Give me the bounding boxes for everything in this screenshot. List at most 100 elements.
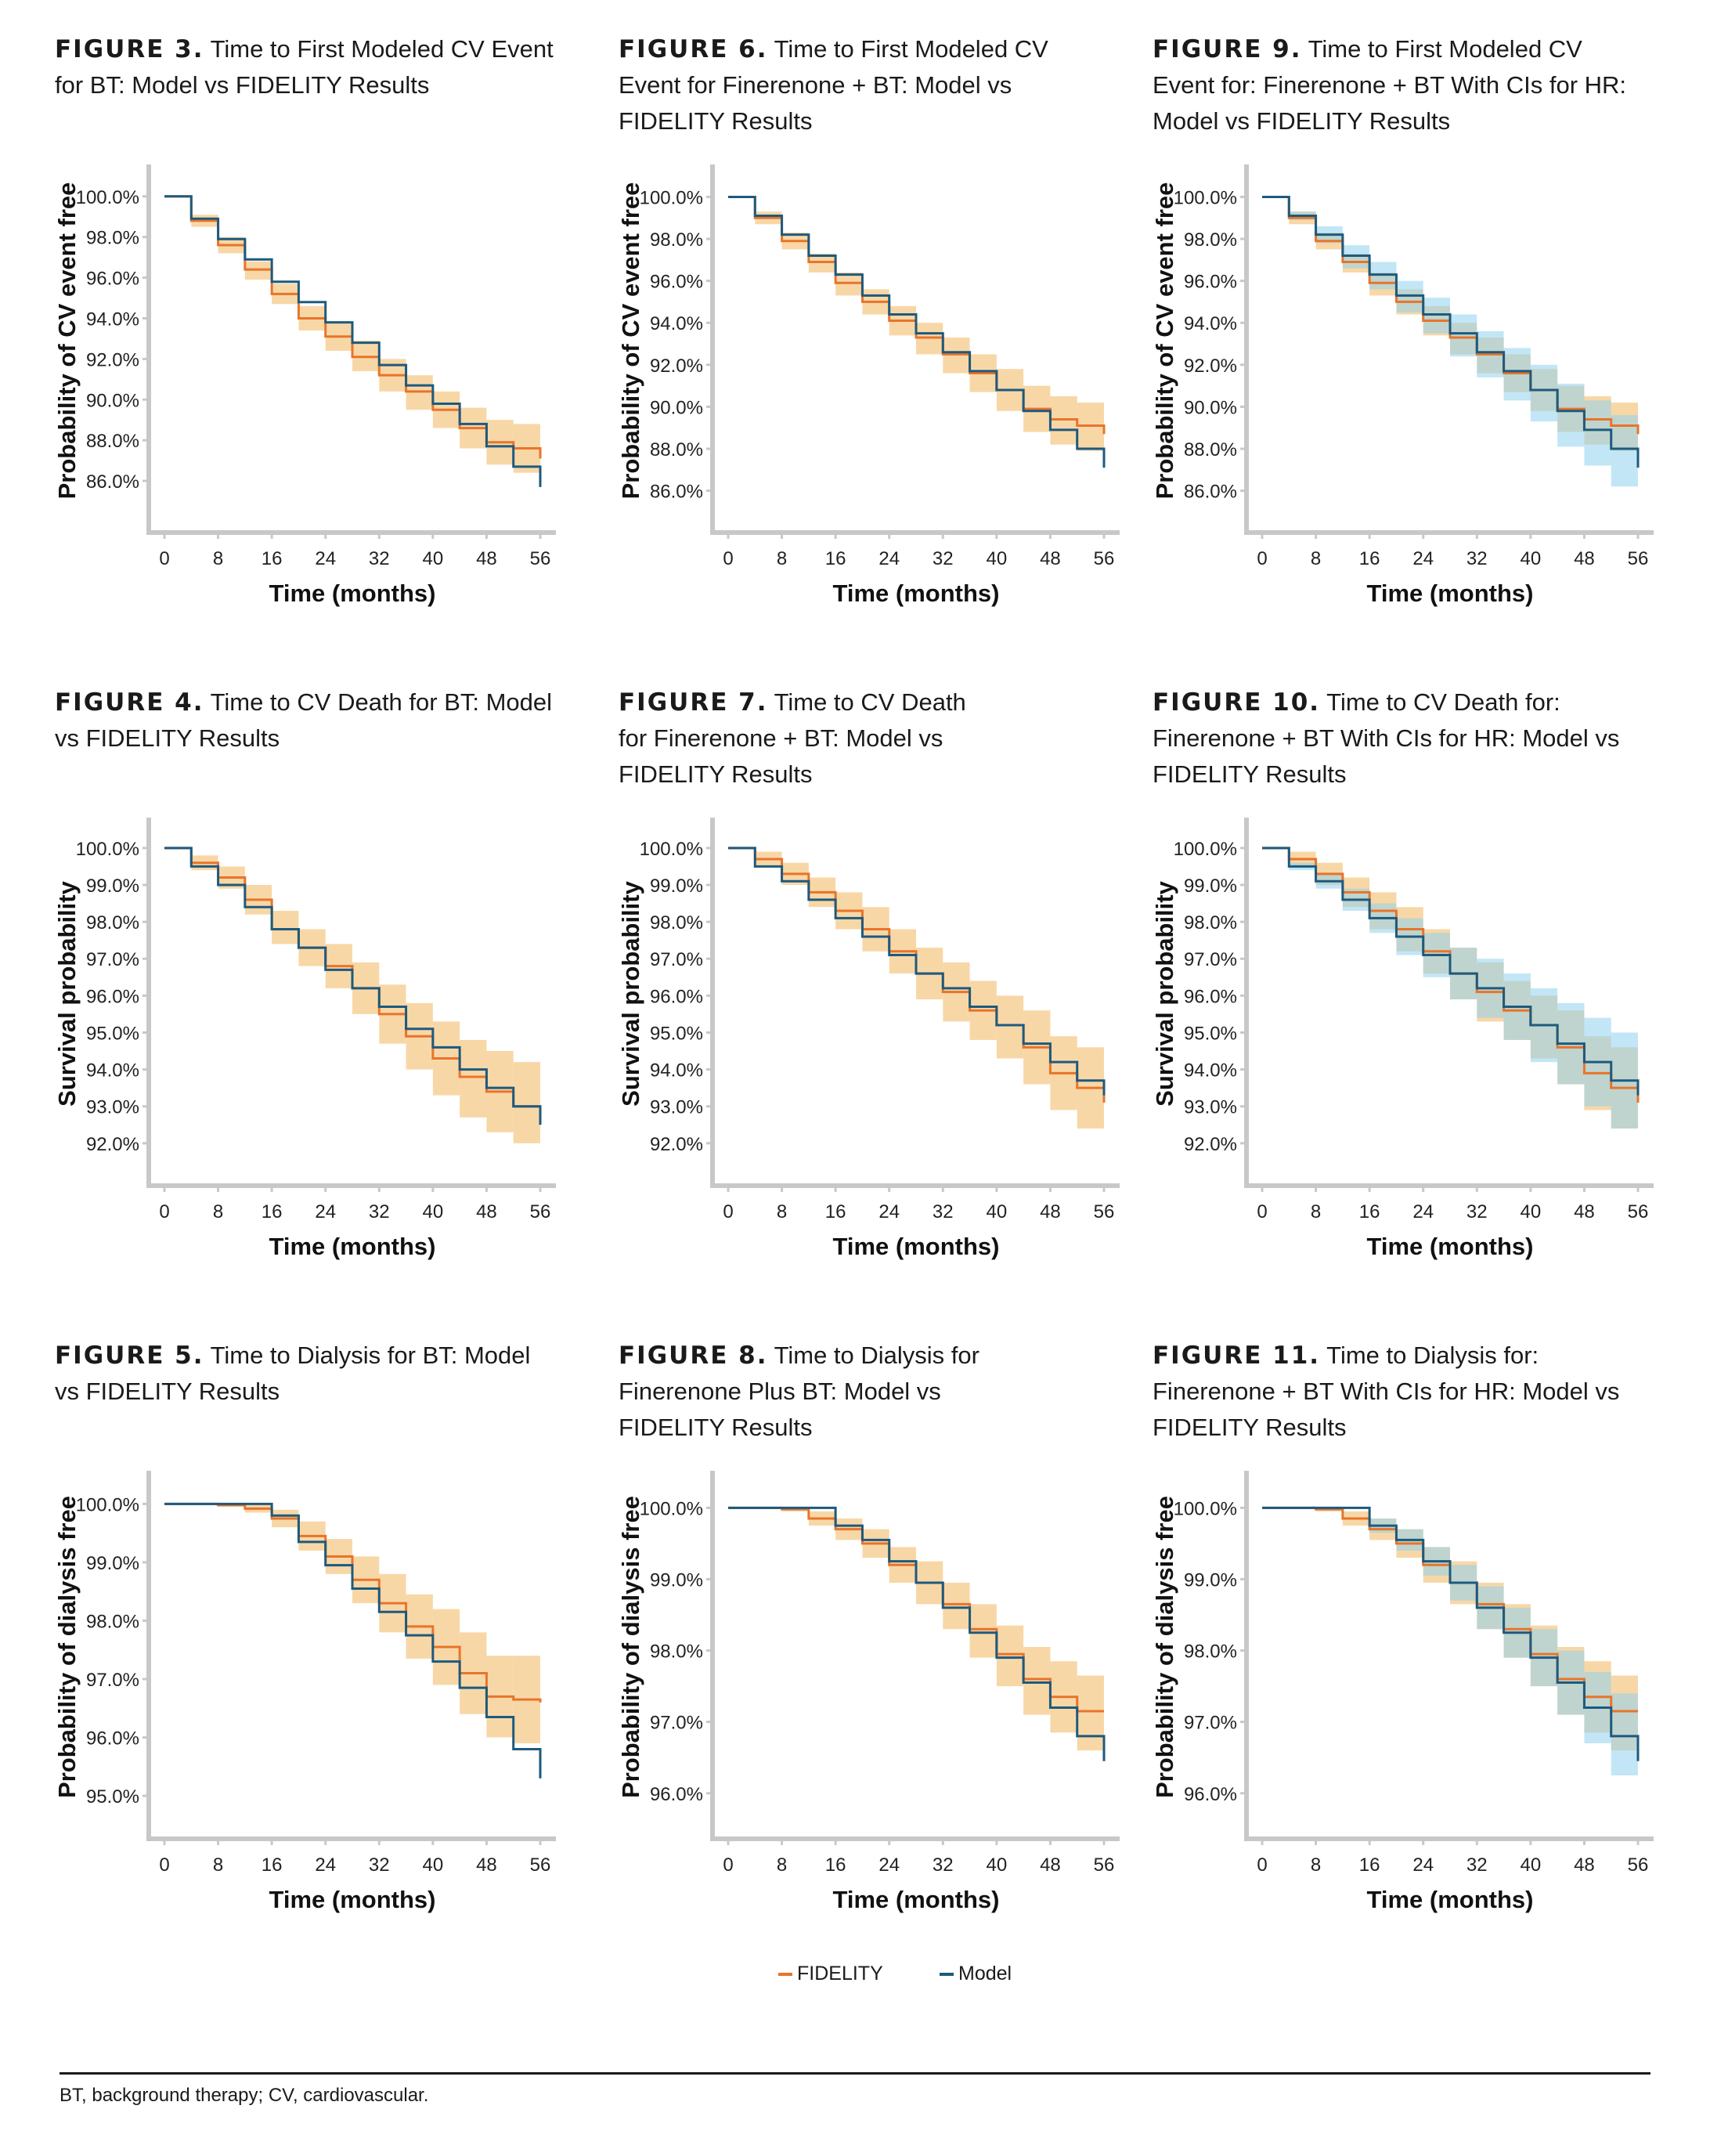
x-tick-label: 32 (1466, 1201, 1488, 1222)
x-tick-label: 8 (777, 1854, 787, 1876)
chart-panel-fig3: FIGURE 3. Time to First Modeled CV Event… (53, 31, 603, 642)
x-tick-label: 32 (369, 1854, 390, 1876)
x-tick-label: 16 (262, 548, 283, 569)
chart-svg: 100.0% 98.0% 96.0% 94.0% 92.0% 90.0% 88.0% 86.0… (53, 164, 556, 607)
figure-title-line: vs FIDELITY Results (55, 724, 280, 752)
chart-svg: 100.0% 99.0% 98.0% 97.0% 96.0% 95.0% 94.0% 93.0… (1151, 818, 1654, 1260)
legend-item-model: Model (940, 1963, 1012, 1985)
chart-panel-fig9: FIGURE 9. Time to First Modeled CV Event … (1151, 31, 1701, 642)
figure-title-line: FIDELITY Results (619, 1414, 813, 1441)
y-tick-label: 98.0% (86, 1611, 139, 1632)
y-tick-label: 100.0% (1174, 1498, 1237, 1519)
x-tick-label: 16 (1359, 1854, 1380, 1876)
x-tick-label: 40 (1521, 1201, 1542, 1222)
model-series-line (164, 847, 542, 1125)
x-axis-label: Time (months) (1367, 1233, 1534, 1260)
figure-title-line: FIDELITY Results (619, 107, 813, 135)
x-tick-label: 16 (262, 1201, 283, 1222)
chart-panel-fig7: FIGURE 7. Time to CV Death for Finerenone… (617, 684, 1167, 1295)
y-tick-label: 86.0% (86, 471, 139, 493)
y-axis-label: Survival probability (617, 880, 644, 1106)
x-tick-label: 8 (777, 548, 787, 569)
x-tick-label: 48 (476, 1854, 497, 1876)
x-tick-label: 40 (423, 1201, 444, 1222)
figure-title-line: vs FIDELITY Results (55, 1378, 280, 1405)
x-tick-label: 0 (159, 1854, 169, 1876)
fidelity-ci-band (272, 910, 299, 944)
x-tick-label: 32 (1466, 1854, 1488, 1876)
x-tick-label: 32 (1466, 548, 1488, 569)
y-axis-label: Probability of dialysis free (617, 1496, 644, 1798)
figure-title: FIGURE 6. Time to First Modeled CV Event … (619, 31, 1167, 139)
y-tick-label: 88.0% (650, 439, 703, 460)
y-tick-label: 92.0% (1184, 1134, 1237, 1155)
y-tick-label: 95.0% (86, 1023, 139, 1044)
x-axis-label: Time (months) (269, 580, 436, 607)
fidelity-ci-band (943, 1583, 970, 1630)
x-tick-label: 8 (1311, 1854, 1321, 1876)
y-tick-label: 96.0% (1184, 272, 1237, 293)
figure-title-line: Time to CV Death for BT: Model (210, 688, 553, 716)
x-tick-label: 24 (1412, 1201, 1434, 1222)
x-tick-label: 48 (476, 1201, 497, 1222)
fidelity-ci-band (969, 1604, 997, 1658)
chart-panel-fig6: FIGURE 6. Time to First Modeled CV Event … (617, 31, 1167, 642)
x-tick-label: 32 (369, 1201, 390, 1222)
footer-rule (60, 2072, 1650, 2075)
x-axis-label: Time (months) (269, 1886, 436, 1913)
x-tick-label: 32 (933, 1854, 954, 1876)
x-tick-label: 8 (213, 1854, 223, 1876)
x-tick-label: 48 (1040, 1201, 1061, 1222)
figure-number: FIGURE 5. (55, 1342, 204, 1370)
model-series-line (164, 195, 542, 487)
model-series-line (164, 1502, 542, 1779)
figure-number: FIGURE 11. (1153, 1342, 1321, 1370)
x-tick-label: 40 (987, 548, 1008, 569)
figure-title-line: Time to Dialysis for BT: Model (210, 1342, 531, 1369)
y-tick-label: 95.0% (1184, 1023, 1237, 1044)
x-tick-label: 0 (1257, 1854, 1267, 1876)
figure-number: FIGURE 8. (619, 1342, 768, 1370)
y-tick-label: 93.0% (1184, 1097, 1237, 1118)
y-tick-label: 98.0% (650, 1641, 703, 1663)
figure-title-line: Time to Dialysis for (774, 1342, 979, 1369)
x-tick-label: 24 (315, 548, 336, 569)
x-tick-label: 32 (933, 1201, 954, 1222)
figure-title: FIGURE 3. Time to First Modeled CV Event… (55, 31, 603, 103)
fidelity-ci-band (996, 995, 1024, 1059)
model-ci-band (1584, 400, 1611, 466)
x-tick-label: 0 (159, 1201, 169, 1222)
x-tick-label: 56 (1628, 1854, 1649, 1876)
y-tick-label: 96.0% (1184, 986, 1237, 1007)
x-tick-label: 16 (825, 1854, 846, 1876)
y-tick-label: 98.0% (650, 912, 703, 934)
y-axis-label: Probability of CV event free (617, 182, 644, 500)
y-tick-label: 96.0% (650, 1784, 703, 1805)
y-tick-label: 90.0% (650, 397, 703, 418)
y-tick-label: 100.0% (1174, 839, 1237, 860)
figure-title-line: FIDELITY Results (619, 760, 813, 788)
y-tick-label: 97.0% (1184, 1713, 1237, 1734)
x-tick-label: 8 (1311, 548, 1321, 569)
figure-title-line: Event for: Finerenone + BT With CIs for … (1153, 71, 1627, 99)
chart-panel-fig5: FIGURE 5. Time to Dialysis for BT: Model… (53, 1338, 603, 1948)
x-tick-label: 24 (315, 1854, 336, 1876)
y-tick-label: 98.0% (86, 912, 139, 934)
figure-title: FIGURE 4. Time to CV Death for BT: Model… (55, 684, 603, 757)
y-tick-label: 98.0% (650, 229, 703, 251)
y-tick-label: 90.0% (1184, 397, 1237, 418)
figure-title-line: FIDELITY Results (1153, 760, 1347, 788)
y-tick-label: 100.0% (76, 187, 139, 208)
x-tick-label: 40 (987, 1854, 1008, 1876)
legend-label-fidelity: FIDELITY (797, 1963, 883, 1984)
model-series-line (728, 1506, 1106, 1761)
legend-label-model: Model (958, 1963, 1012, 1984)
model-series-line (728, 195, 1106, 468)
legend-swatch-fidelity (778, 1973, 792, 1977)
x-tick-label: 56 (1628, 548, 1649, 569)
x-tick-label: 32 (369, 548, 390, 569)
x-tick-label: 0 (723, 1201, 733, 1222)
figure-number: FIGURE 3. (55, 35, 204, 63)
y-axis-label: Probability of CV event free (53, 182, 81, 500)
chart-svg: 100.0% 99.0% 98.0% 97.0% 96.0% 95.0% 94.0% 93.0… (617, 818, 1120, 1260)
